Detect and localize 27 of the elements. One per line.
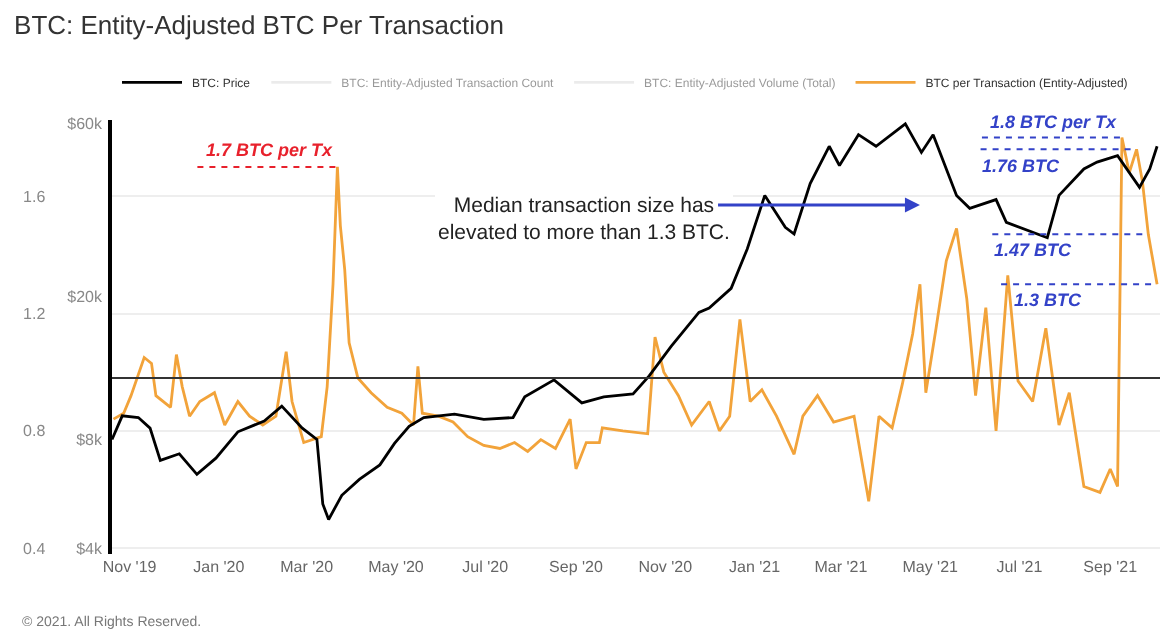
x-tick-label: Jan '21: [729, 558, 782, 576]
x-tick-label: Jul '21: [996, 558, 1044, 576]
annotation: 1.8 BTC per Tx: [990, 112, 1119, 132]
x-tick-label: Mar '21: [814, 558, 869, 576]
annotation: 1.76 BTC: [982, 156, 1061, 176]
y-tick-label: 1.6: [23, 187, 47, 206]
x-tick-label: Nov '20: [638, 558, 694, 576]
x-tick-label: May '20: [368, 558, 425, 576]
annotation: 1.3 BTC: [1014, 290, 1083, 310]
annotation: Median transaction size has elevated to more than 1.3 BTC.: [438, 194, 730, 246]
y-tick-label: 1.2: [23, 305, 47, 324]
y2-tick-label: $20k: [67, 287, 104, 306]
y2-tick-label: $8k: [76, 431, 104, 450]
x-tick-label: Jan '20: [193, 558, 246, 576]
y-tick-label: 0.4: [23, 539, 47, 558]
y-tick-label: 0.8: [23, 422, 47, 441]
x-tick-label: Sep '20: [549, 558, 604, 576]
annotation: 1.7 BTC per Tx: [206, 140, 335, 160]
x-tick-label: Nov '19: [102, 558, 158, 576]
y2-tick-label: $4k: [76, 539, 104, 558]
x-tick-label: May '21: [902, 558, 960, 576]
x-tick-label: Mar '20: [280, 558, 335, 576]
x-tick-label: Sep '21: [1083, 558, 1139, 576]
annotation: 1.47 BTC: [994, 240, 1073, 260]
chart-title: BTC: Entity-Adjusted BTC Per Transaction: [14, 10, 504, 41]
y2-tick-label: $60k: [67, 115, 104, 134]
x-tick-label: Jul '20: [462, 558, 510, 576]
